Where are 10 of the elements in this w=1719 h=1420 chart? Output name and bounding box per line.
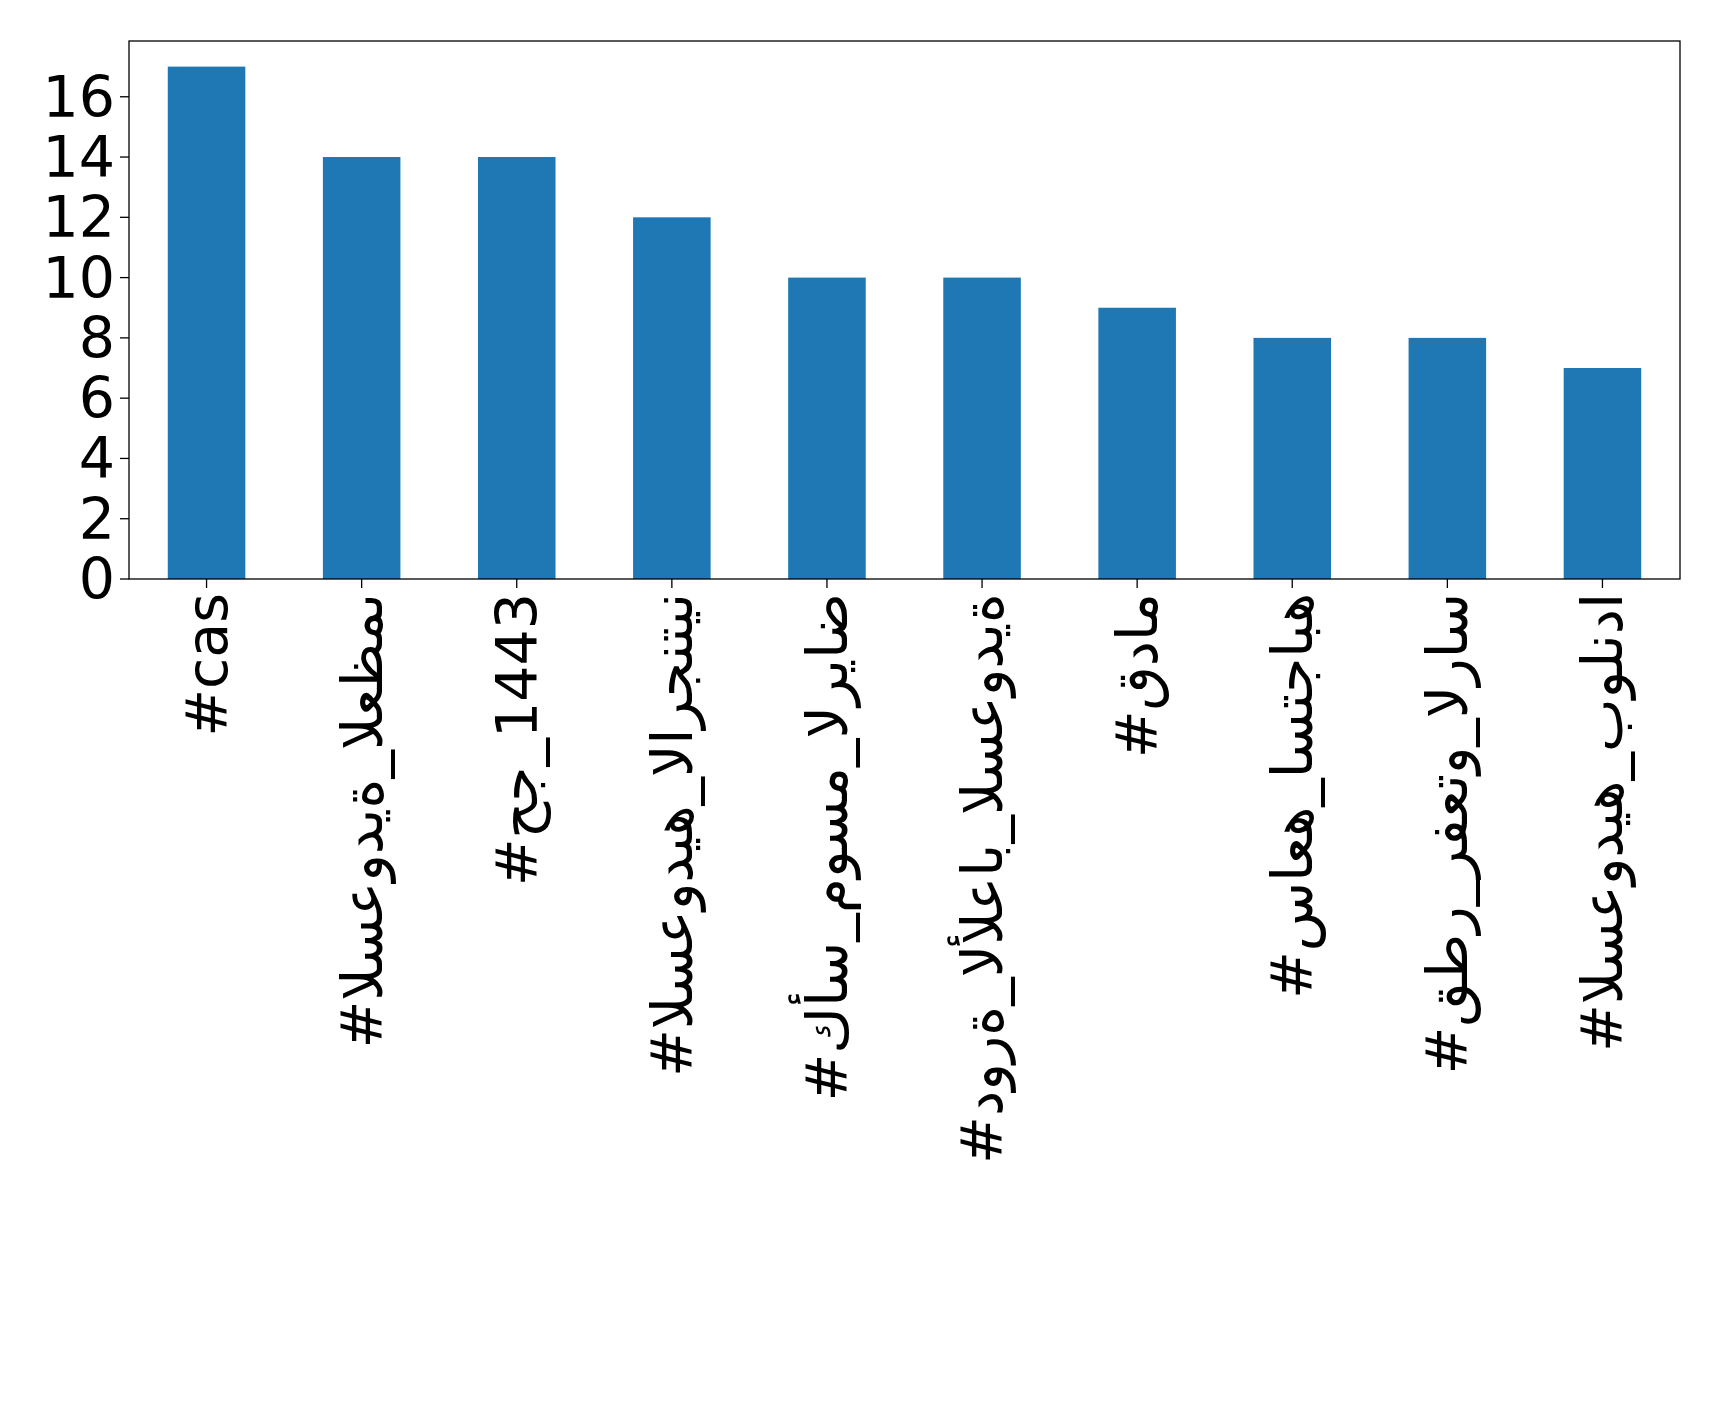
x-tick-label: #السعودية_العظمى <box>328 593 396 1049</box>
x-tick-label: #السعوديه_بولندا <box>1569 593 1637 1052</box>
x-tick-label: #كأس_موسم_الرياض <box>787 593 861 1102</box>
x-tick-label: #السعوديه_الارجنتين <box>638 593 706 1077</box>
x-tick-label: #حج_1443 <box>483 593 551 887</box>
x-tick-label: #ساعه_استجابه <box>1259 593 1327 1000</box>
x-tick-label: #قطر_رفعتو_الراس <box>1414 593 1482 1075</box>
x-tick-label: #cas <box>173 593 240 737</box>
x-tick-label: #دورة_الألعاب_السعودية <box>947 593 1017 1164</box>
x-tick-label: #قدام <box>1104 593 1171 759</box>
